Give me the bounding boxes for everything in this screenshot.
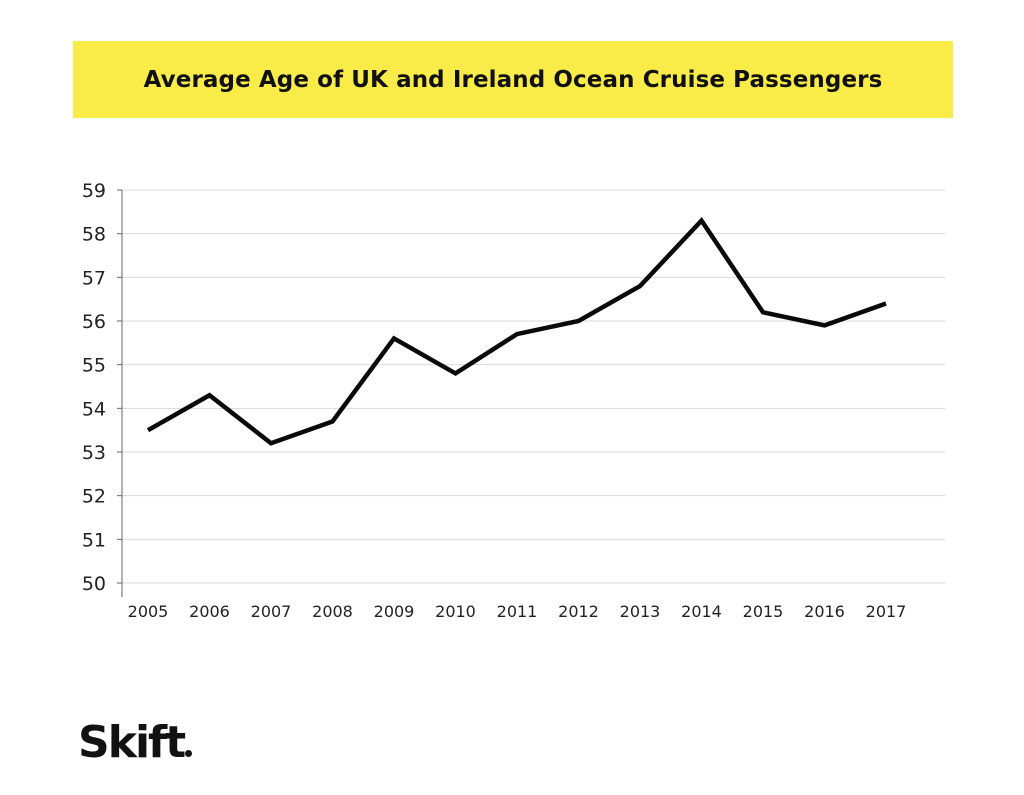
x-tick-label: 2012 — [558, 602, 599, 621]
y-tick-label: 56 — [82, 311, 106, 333]
y-tick-label: 53 — [82, 442, 106, 464]
x-tick-label: 2013 — [620, 602, 661, 621]
x-tick-label: 2016 — [804, 602, 845, 621]
title-banner: Average Age of UK and Ireland Ocean Crui… — [73, 41, 953, 118]
x-tick-label: 2011 — [497, 602, 538, 621]
y-tick-label: 57 — [82, 267, 106, 289]
logo-wordmark: Skift — [78, 717, 186, 768]
x-tick-label: 2008 — [312, 602, 353, 621]
x-tick-label: 2015 — [743, 602, 784, 621]
y-tick-label: 50 — [82, 573, 106, 595]
x-tick-label: 2007 — [251, 602, 292, 621]
x-tick-label: 2009 — [374, 602, 415, 621]
x-tick-label: 2010 — [435, 602, 476, 621]
grid-lines — [117, 189, 945, 584]
logo-dot — [185, 750, 193, 757]
x-tick-labels: 2005 2006 2007 2008 2009 2010 2011 2012 2013 2014… — [128, 602, 907, 621]
skift-logo: Skift — [78, 717, 193, 768]
y-tick-label: 55 — [82, 355, 106, 377]
y-tick-label: 59 — [82, 180, 106, 202]
x-tick-label: 2017 — [866, 602, 907, 621]
series-line — [146, 216, 887, 446]
series-group — [146, 216, 887, 446]
x-tick-label: 2014 — [681, 602, 722, 621]
chart-title: Average Age of UK and Ireland Ocean Crui… — [143, 66, 883, 93]
y-tick-label: 51 — [82, 529, 106, 551]
y-tick-label: 52 — [82, 486, 106, 508]
x-tick-label: 2005 — [128, 602, 169, 621]
y-tick-labels: 50 51 52 53 54 55 56 57 58 59 — [82, 180, 106, 595]
y-tick-label: 58 — [82, 224, 106, 246]
y-tick-label: 54 — [82, 398, 106, 420]
x-tick-label: 2006 — [189, 602, 230, 621]
